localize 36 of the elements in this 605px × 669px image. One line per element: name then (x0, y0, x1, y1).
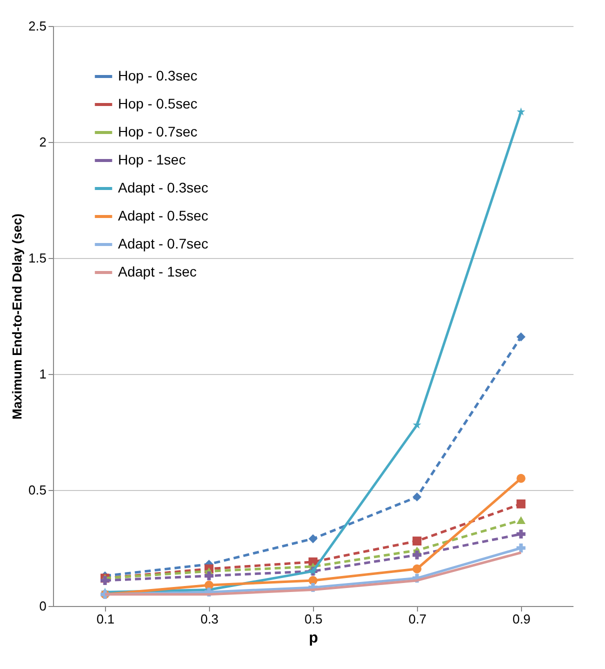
point (412, 564, 422, 574)
y-tick-label: 0 (39, 598, 46, 614)
point (516, 107, 526, 116)
legend-label: Hop - 1sec (118, 152, 186, 168)
point (516, 332, 526, 342)
y-tick-label: 2.5 (28, 18, 46, 34)
point (308, 534, 318, 544)
x-tick-label: 0.1 (96, 612, 115, 626)
point (516, 530, 526, 539)
point (412, 550, 422, 560)
legend-label: Adapt - 0.3sec (118, 180, 208, 196)
legend-label: Hop - 0.3sec (118, 68, 198, 84)
point (412, 492, 422, 502)
point (516, 499, 526, 508)
y-axis-title: Maximum End-to-End Delay (sec) (9, 214, 24, 420)
y-tick-label: 2 (39, 134, 46, 150)
legend-label: Adapt - 0.7sec (118, 236, 208, 252)
point (204, 571, 214, 580)
y-tick-label: 0.5 (28, 482, 46, 498)
y-tick-label: 1.5 (28, 250, 46, 266)
point (516, 516, 526, 524)
x-tick-label: 0.7 (408, 612, 427, 626)
y-tick-label: 1 (39, 366, 46, 382)
point (516, 544, 526, 552)
x-axis-title: p (308, 630, 318, 646)
legend-label: Hop - 0.5sec (118, 96, 198, 112)
point (100, 576, 110, 585)
legend-label: Adapt - 1sec (118, 264, 197, 280)
legend-label: Hop - 0.7sec (118, 124, 198, 140)
point (412, 420, 422, 429)
legend-label: Adapt - 0.5sec (118, 208, 208, 224)
x-tick-label: 0.9 (512, 612, 531, 626)
x-tick-label: 0.5 (304, 612, 323, 626)
point (412, 536, 422, 546)
x-tick-label: 0.3 (200, 612, 219, 626)
point (516, 474, 526, 483)
